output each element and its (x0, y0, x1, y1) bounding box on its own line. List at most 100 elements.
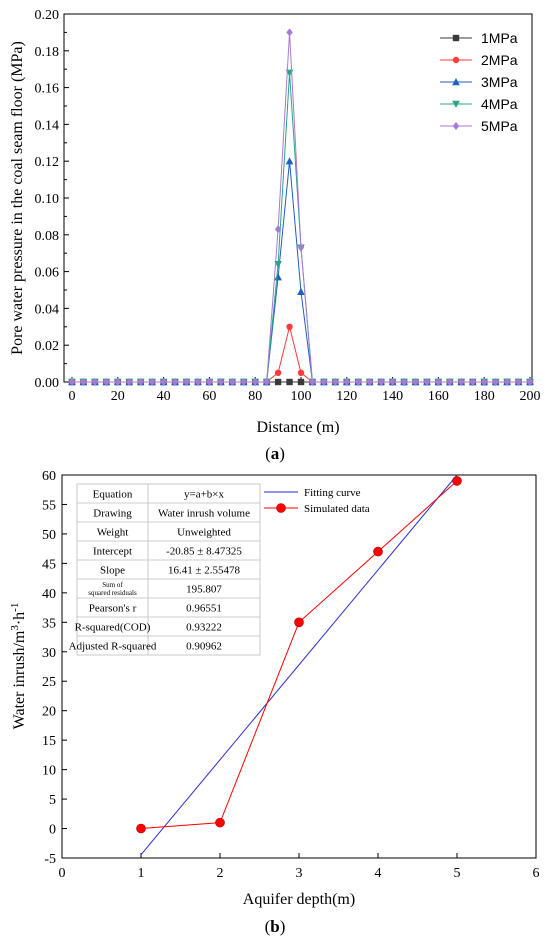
x-tick-label: 60 (202, 389, 216, 404)
stats-table-label: Drawing (93, 508, 132, 520)
legend-label: 1MPa (481, 30, 518, 46)
data-point-5MPa (492, 378, 499, 386)
stats-table-value: Water inrush volume (158, 508, 250, 520)
data-point-5MPa (160, 378, 167, 386)
chart-b-panel-label: (b) (265, 917, 286, 936)
stats-table-label: squared residuals (88, 589, 137, 597)
series-line-5MPa (72, 32, 530, 383)
x-tick-label: 140 (382, 389, 403, 404)
chart-a-xlabel: Distance (m) (256, 419, 339, 436)
simulated-data-point (136, 823, 146, 834)
y-tick-label: 20 (42, 705, 56, 720)
y-tick-label: 45 (42, 557, 56, 572)
x-tick-label: 2 (217, 866, 224, 881)
stats-table-value: Unweighted (177, 527, 231, 539)
x-tick-label: 3 (296, 866, 303, 881)
data-point-2MPa (274, 369, 282, 376)
y-tick-label: 0 (49, 823, 56, 838)
data-point-5MPa (481, 378, 488, 386)
simulated-data-point (452, 476, 462, 486)
chart-a-series (68, 28, 534, 386)
data-point-5MPa (389, 378, 396, 386)
y-tick-label: 55 (42, 498, 56, 513)
data-point-5MPa (469, 378, 476, 386)
data-point-2MPa (286, 323, 293, 330)
series-line-3MPa (72, 161, 530, 383)
data-point-5MPa (377, 378, 385, 386)
y-tick-label: 0.20 (35, 8, 60, 23)
data-point-5MPa (286, 28, 293, 37)
fitting-curve-line (140, 474, 458, 856)
data-point-5MPa (171, 378, 179, 386)
y-tick-label: 0.12 (35, 155, 60, 170)
chart-b-stats-table: Equation y=a+b×x Drawing Water inrush volum… (69, 483, 261, 656)
data-point-5MPa (80, 378, 87, 386)
legend-marker-simulated-data (276, 503, 286, 513)
data-point-5MPa (297, 243, 305, 252)
x-tick-label: 180 (474, 389, 495, 404)
data-point-5MPa (206, 378, 213, 386)
chart-b-ylabel: Water inrush/m3·h-1 (9, 603, 28, 730)
legend-label: 4MPa (481, 96, 518, 112)
stats-table-value: 0.90962 (186, 641, 222, 653)
chart-b-legend: Fitting curve Simulated data (264, 487, 370, 515)
stats-table-value: y=a+b×x (184, 489, 224, 501)
data-point-3MPa (274, 273, 282, 281)
data-point-5MPa (320, 378, 328, 386)
stats-table-value: 0.96551 (186, 603, 222, 615)
chart-a-panel-label: (a) (265, 444, 285, 463)
x-tick-label: 4 (375, 866, 382, 881)
legend-marker (452, 56, 460, 64)
data-point-5MPa (343, 378, 350, 386)
stats-table-label: Adjusted R-squared (69, 641, 157, 653)
y-tick-label: 0.08 (35, 229, 60, 244)
x-tick-label: 0 (59, 866, 66, 881)
legend-label-simulated-data: Simulated data (304, 503, 370, 515)
stats-table-frame (76, 483, 261, 656)
chart-a-ylabel: Pore water pressure in the coal seam flo… (9, 41, 26, 355)
data-point-5MPa (229, 378, 236, 386)
y-tick-label: 5 (49, 793, 56, 808)
y-tick-label: -5 (44, 852, 56, 867)
y-tick-label: 35 (42, 616, 56, 631)
x-tick-label: 40 (157, 389, 171, 404)
y-tick-label: 0.18 (35, 45, 60, 60)
y-tick-label: 10 (42, 764, 56, 779)
data-point-1MPa (274, 378, 282, 386)
data-point-5MPa (217, 378, 225, 386)
data-point-5MPa (148, 378, 156, 386)
y-tick-label: 25 (42, 675, 56, 690)
data-point-5MPa (91, 378, 99, 386)
data-point-5MPa (435, 378, 442, 386)
data-point-5MPa (240, 378, 247, 386)
data-point-5MPa (263, 378, 270, 386)
data-point-5MPa (114, 378, 121, 386)
stats-table-label: Intercept (93, 546, 132, 558)
legend-marker (452, 100, 460, 108)
y-tick-label: 0.16 (35, 82, 60, 97)
chart-a: 0 20 40 60 80 100 120 140 160 180 200 0.00 0.02 0.04 0… (9, 8, 541, 463)
stats-table-label: Equation (93, 489, 133, 501)
data-point-5MPa (526, 378, 534, 386)
y-tick-label: 50 (42, 528, 56, 543)
data-point-2MPa (297, 369, 305, 376)
y-tick-label: 15 (42, 734, 56, 749)
chart-b-ylabel-sup2: -1 (9, 603, 21, 612)
data-point-5MPa (423, 378, 431, 386)
data-point-5MPa (68, 378, 76, 386)
legend-label-fitting-curve: Fitting curve (304, 487, 361, 499)
stats-table-label: R-squared(COD) (75, 622, 151, 634)
legend-label: 2MPa (481, 52, 518, 68)
data-point-1MPa (297, 378, 305, 386)
y-tick-label: 0.00 (35, 376, 60, 391)
y-tick-label: 0.06 (35, 266, 60, 281)
data-point-1MPa (286, 378, 293, 386)
data-point-5MPa (126, 378, 133, 386)
y-tick-label: 30 (42, 646, 56, 661)
legend-marker (452, 34, 460, 42)
x-tick-label: 160 (428, 389, 449, 404)
stats-table-value: 195.807 (186, 584, 222, 596)
legend-label: 3MPa (481, 74, 518, 90)
